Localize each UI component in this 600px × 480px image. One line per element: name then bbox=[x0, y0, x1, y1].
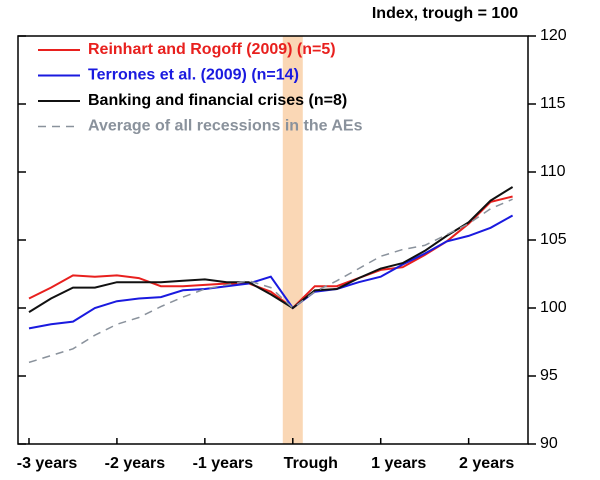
y-tick-label: 100 bbox=[540, 299, 567, 316]
legend-label: Terrones et al. (2009) (n=14) bbox=[88, 67, 299, 84]
legend-label: Banking and financial crises (n=8) bbox=[88, 92, 347, 109]
series-line bbox=[28, 214, 514, 330]
y-tick-label: 120 bbox=[540, 27, 567, 44]
legend-label: Average of all recessions in the AEs bbox=[88, 118, 363, 135]
y-tick-label: 105 bbox=[540, 231, 567, 248]
x-tick-label: 2 years bbox=[459, 455, 514, 472]
x-tick-label: -2 years bbox=[105, 455, 166, 472]
x-tick-label: Trough bbox=[284, 455, 338, 472]
y-tick-label: 115 bbox=[540, 95, 566, 112]
y-axis-label: Index, trough = 100 bbox=[372, 5, 518, 22]
series-line bbox=[28, 198, 513, 364]
x-tick-label: -3 years bbox=[17, 455, 78, 472]
y-tick-label: 90 bbox=[540, 435, 558, 452]
y-tick-label: 110 bbox=[540, 163, 566, 180]
trough-band bbox=[282, 36, 303, 444]
legend-label: Reinhart and Rogoff (2009) (n=5) bbox=[88, 41, 336, 58]
series-line bbox=[28, 195, 513, 310]
x-tick-label: 1 years bbox=[371, 455, 426, 472]
y-tick-label: 95 bbox=[540, 367, 558, 384]
x-tick-label: -1 years bbox=[193, 455, 254, 472]
series-line bbox=[28, 186, 514, 313]
